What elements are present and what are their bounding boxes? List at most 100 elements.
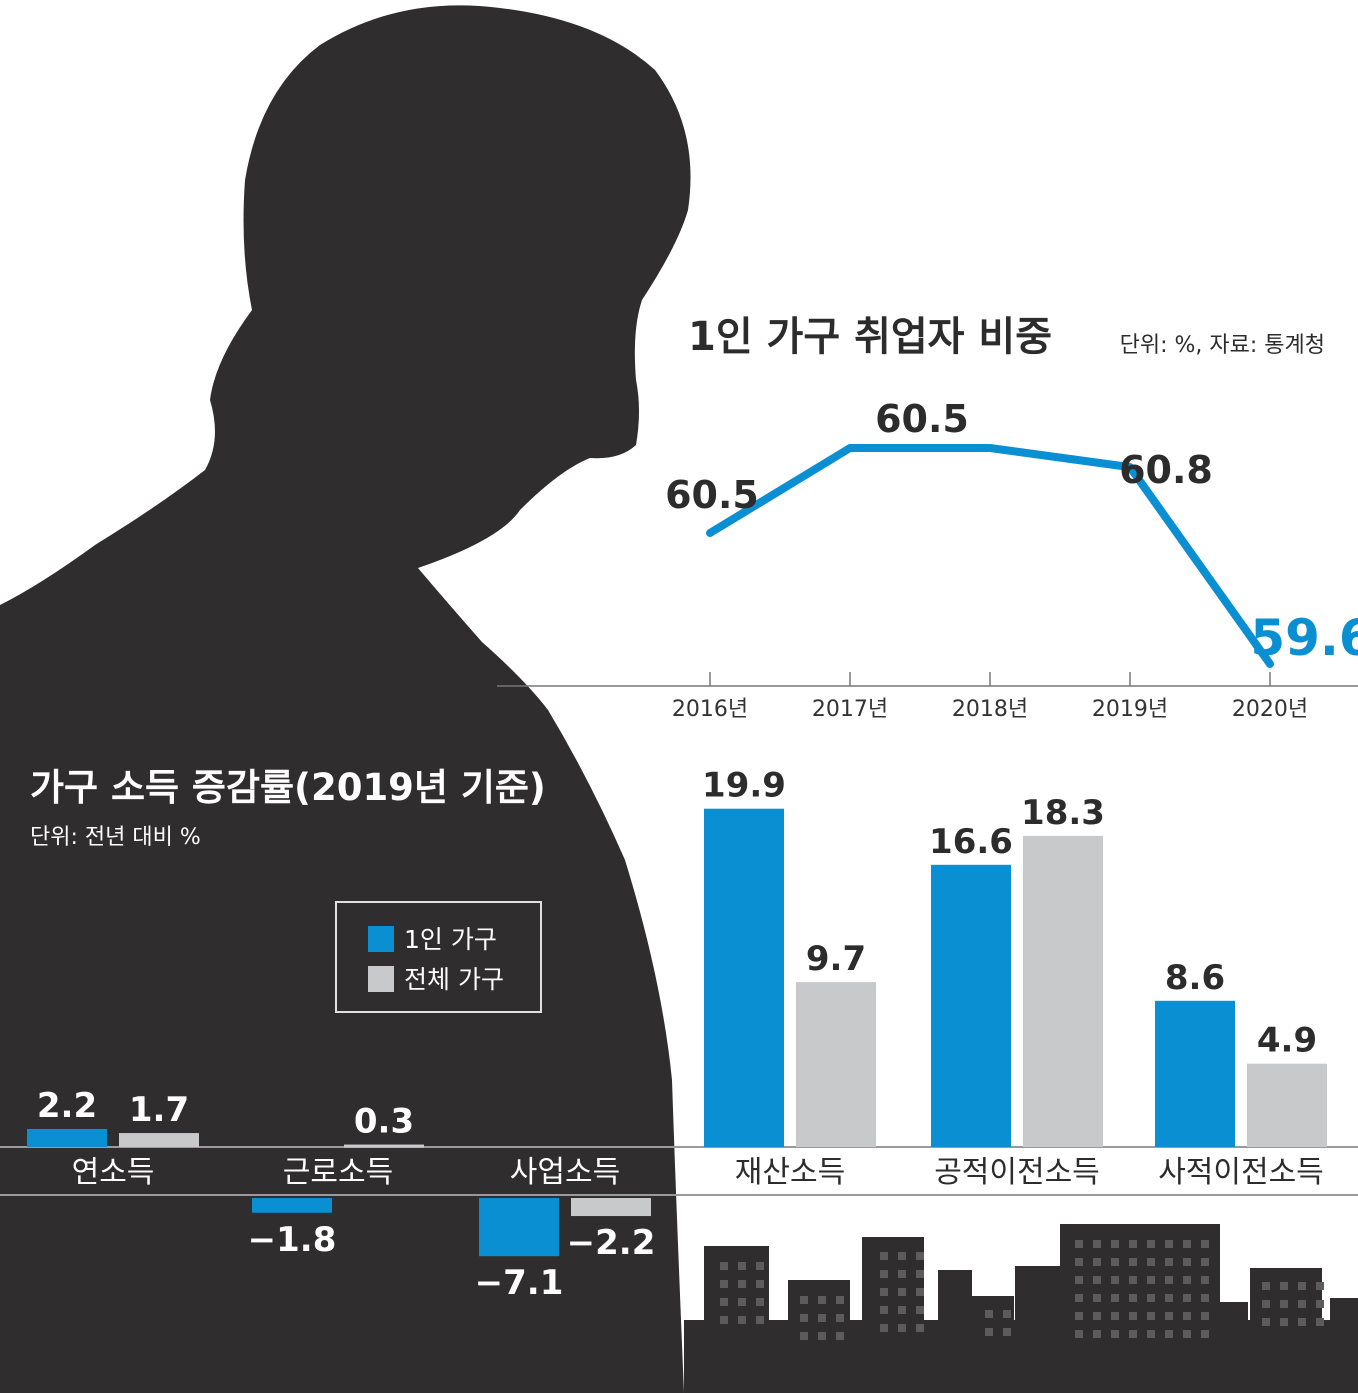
income-category-label: 사업소득 xyxy=(510,1155,620,1190)
income-value-label: 9.7 xyxy=(806,939,866,979)
skyline-window xyxy=(1165,1258,1173,1266)
legend-box xyxy=(335,901,542,1013)
income-bar xyxy=(344,1144,424,1148)
employment-x-label: 2016년 xyxy=(672,697,748,722)
employment-x-label: 2020년 xyxy=(1232,697,1308,722)
skyline-window xyxy=(880,1306,888,1314)
income-bar xyxy=(796,982,876,1147)
skyline-window xyxy=(1147,1294,1155,1302)
employment-value-label: 59.6 xyxy=(1250,609,1358,667)
skyline-window xyxy=(1280,1318,1288,1326)
skyline-window xyxy=(1111,1330,1119,1338)
skyline-window xyxy=(1093,1240,1101,1248)
income-category-label: 사적이전소득 xyxy=(1158,1155,1324,1190)
income-bar xyxy=(119,1133,199,1147)
skyline-window xyxy=(1262,1282,1270,1290)
skyline-window xyxy=(818,1314,826,1322)
skyline-window xyxy=(1129,1276,1137,1284)
skyline-window xyxy=(1147,1276,1155,1284)
skyline-window xyxy=(1147,1312,1155,1320)
skyline-window xyxy=(1183,1276,1191,1284)
skyline-window xyxy=(720,1316,728,1324)
skyline-window xyxy=(1165,1312,1173,1320)
skyline-window xyxy=(898,1306,906,1314)
skyline-windows xyxy=(720,1240,1324,1340)
skyline-window xyxy=(916,1252,924,1260)
skyline-window xyxy=(1165,1240,1173,1248)
skyline-window xyxy=(916,1306,924,1314)
skyline-window xyxy=(1111,1312,1119,1320)
income-category-label: 재산소득 xyxy=(735,1155,845,1190)
skyline-window xyxy=(1262,1300,1270,1308)
skyline-window xyxy=(800,1296,808,1304)
skyline-window xyxy=(720,1262,728,1270)
skyline-window xyxy=(1147,1258,1155,1266)
legend: 1인 가구 전체 가구 xyxy=(335,901,542,1013)
skyline-window xyxy=(1183,1312,1191,1320)
skyline-window xyxy=(1183,1240,1191,1248)
income-category-label: 연소득 xyxy=(72,1155,155,1190)
skyline-window xyxy=(1093,1312,1101,1320)
skyline-window xyxy=(1201,1258,1209,1266)
skyline-window xyxy=(1111,1258,1119,1266)
income-bar xyxy=(252,1198,332,1213)
income-bar xyxy=(931,864,1011,1147)
skyline-window xyxy=(1075,1294,1083,1302)
skyline-window xyxy=(1316,1282,1324,1290)
legend-swatch-single xyxy=(368,926,394,952)
income-value-label: −1.8 xyxy=(248,1220,337,1260)
skyline-window xyxy=(1093,1294,1101,1302)
skyline-window xyxy=(756,1298,764,1306)
skyline-window xyxy=(1183,1294,1191,1302)
skyline-window xyxy=(1075,1312,1083,1320)
employment-value-label: 60.5 xyxy=(875,397,969,441)
income-category-label: 공적이전소득 xyxy=(934,1155,1100,1190)
skyline-window xyxy=(1093,1258,1101,1266)
skyline-window xyxy=(916,1288,924,1296)
skyline-window xyxy=(1075,1330,1083,1338)
employment-line xyxy=(706,444,1274,668)
skyline-window xyxy=(1129,1240,1137,1248)
income-bar xyxy=(27,1128,107,1147)
skyline-window xyxy=(756,1280,764,1288)
skyline-window xyxy=(1129,1330,1137,1338)
skyline-window xyxy=(738,1262,746,1270)
legend-label-single: 1인 가구 xyxy=(404,925,497,954)
skyline-window xyxy=(1201,1240,1209,1248)
skyline-window xyxy=(1003,1310,1011,1318)
skyline-window xyxy=(1280,1282,1288,1290)
city-skyline xyxy=(684,1224,1358,1393)
skyline-window xyxy=(1201,1276,1209,1284)
employment-x-label: 2018년 xyxy=(952,697,1028,722)
income-value-label: 18.3 xyxy=(1021,793,1105,833)
income-value-label: −7.1 xyxy=(475,1263,564,1303)
skyline-window xyxy=(898,1288,906,1296)
skyline-window xyxy=(836,1296,844,1304)
legend-label-all: 전체 가구 xyxy=(404,965,504,994)
skyline-window xyxy=(1298,1318,1306,1326)
skyline-window xyxy=(1165,1330,1173,1338)
skyline-window xyxy=(1111,1294,1119,1302)
income-title: 가구 소득 증감률(2019년 기준) xyxy=(30,766,546,809)
skyline-window xyxy=(1183,1330,1191,1338)
skyline-window xyxy=(1262,1318,1270,1326)
skyline-window xyxy=(1093,1330,1101,1338)
employment-title: 1인 가구 취업자 비중 xyxy=(688,314,1052,360)
skyline-window xyxy=(756,1316,764,1324)
income-value-label: 19.9 xyxy=(702,766,786,806)
skyline-window xyxy=(1280,1300,1288,1308)
income-bar xyxy=(1155,1000,1235,1147)
skyline-window xyxy=(818,1296,826,1304)
skyline-window xyxy=(985,1328,993,1336)
skyline-window xyxy=(880,1288,888,1296)
employment-chart: 1인 가구 취업자 비중 단위: %, 자료: 통계청 2016년 2017년 20… xyxy=(497,314,1358,722)
skyline-window xyxy=(1298,1300,1306,1308)
skyline-window xyxy=(800,1314,808,1322)
skyline-window xyxy=(1316,1318,1324,1326)
skyline-window xyxy=(880,1270,888,1278)
skyline-window xyxy=(1129,1258,1137,1266)
income-bar xyxy=(571,1198,651,1217)
income-value-label: 0.3 xyxy=(354,1102,414,1142)
skyline-window xyxy=(1093,1276,1101,1284)
